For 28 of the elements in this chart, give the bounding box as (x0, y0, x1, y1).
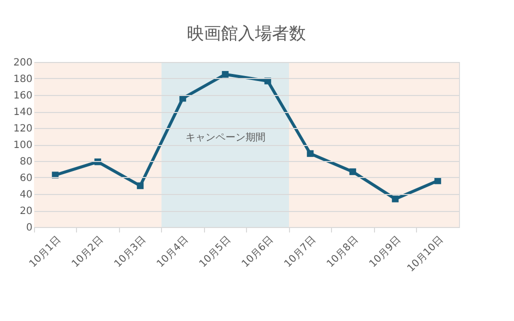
y-tick-label: 180 (13, 74, 32, 85)
y-tick-label: 80 (20, 156, 32, 168)
y-tick-label: 140 (13, 107, 32, 118)
point (306, 150, 314, 157)
band-label: キャンペーン期間 (185, 132, 266, 144)
y-tick-label: 200 (13, 58, 32, 68)
x-tick-label: 10月8日 (325, 234, 361, 270)
x-tick-label: 10月9日 (368, 234, 404, 270)
x-tick-label: 10月4日 (155, 234, 191, 270)
chart-title: 映画館入場者数 (187, 24, 306, 44)
y-tick-label: 20 (20, 206, 32, 217)
y-tick-label: 60 (20, 173, 32, 184)
point (392, 196, 399, 202)
x-tick-label: 10月5日 (198, 234, 234, 270)
x-tick-label: 10月7日 (282, 234, 318, 270)
y-tick-label: 160 (13, 90, 32, 102)
point (349, 168, 356, 176)
point (136, 182, 144, 190)
y-tick-label: 120 (13, 124, 32, 134)
y-tick-label: 0 (26, 222, 32, 234)
y-tick-label: 40 (20, 190, 32, 200)
x-tick-label: 10月2日 (70, 234, 106, 270)
point (222, 71, 229, 78)
y-tick-label: 100 (13, 140, 32, 151)
x-tick-label: 10月6日 (240, 234, 276, 270)
x-tick-label: 10月1日 (28, 234, 64, 270)
x-tick-label: 10月3日 (112, 234, 148, 270)
x-tick-label: 10月10日 (406, 234, 446, 274)
